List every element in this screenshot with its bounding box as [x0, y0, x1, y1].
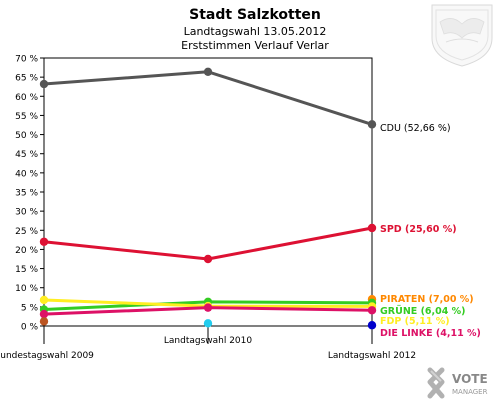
data-point-cdu — [367, 120, 377, 129]
series-label-spd: SPD (25,60 %) — [380, 224, 457, 235]
series-label-piraten: PIRATEN (7,00 %) — [380, 294, 474, 305]
series-label-gr-ne: GRÜNE (6,04 %) — [380, 306, 466, 317]
data-point-die-linke — [203, 303, 213, 312]
y-tick-label: 30 % — [15, 208, 38, 218]
data-point-cdu — [203, 67, 213, 76]
data-point-die-linke — [39, 309, 49, 319]
logo-text-vote: VOTE — [452, 372, 488, 386]
y-tick-label: 70 % — [15, 55, 38, 65]
x-tick-label: Landtagswahl 2010 — [164, 336, 253, 346]
chart-title: Stadt Salzkotten — [189, 7, 321, 23]
series-labels: CDU (52,66 %) SPD (25,60 %) PIRATEN (7,00 … — [380, 123, 481, 339]
series — [39, 67, 377, 330]
chart-subtitle-1: Landtagswahl 13.05.2012 — [184, 25, 327, 38]
y-tick-label: 65 % — [15, 74, 38, 84]
logo-text-manager: MANAGER — [452, 388, 488, 396]
axes: 0 % 5 % 10 % 15 % 20 % 25 % 30 % 35 % 40 % 45 % 50… — [0, 55, 416, 362]
y-tick-label: 55 % — [15, 112, 38, 122]
data-point-spd — [203, 254, 213, 264]
y-tick-label: 60 % — [15, 93, 38, 103]
coat-of-arms-icon — [431, 4, 493, 67]
data-point-sonstige-2010 — [203, 319, 213, 328]
chart-subtitle-2: Erststimmen Verlauf Verlar — [181, 39, 329, 52]
y-tick-label: 40 % — [15, 169, 38, 179]
y-tick-label: 45 % — [15, 150, 38, 160]
y-tick-label: 25 % — [15, 227, 38, 237]
y-tick-label: 5 % — [21, 303, 39, 313]
plot-area — [43, 57, 373, 327]
data-point-cdu — [39, 79, 49, 89]
series-label-cdu: CDU (52,66 %) — [380, 123, 451, 134]
x-tick-label: Bundestagswahl 2009 — [0, 351, 94, 361]
y-tick-label: 50 % — [15, 131, 38, 141]
data-point-spd — [39, 237, 49, 246]
data-point-fdp — [39, 295, 49, 305]
y-tick-label: 20 % — [15, 246, 38, 256]
series-label-die-linke: DIE LINKE (4,11 %) — [380, 328, 481, 339]
y-tick-label: 15 % — [15, 265, 38, 275]
data-point-sonstige-2009 — [39, 317, 49, 326]
data-point-sonstige-2012 — [367, 321, 377, 330]
x-tick-label: Landtagswahl 2012 — [328, 351, 416, 361]
votemanager-logo: VOTE MANAGER — [427, 367, 488, 399]
data-point-spd — [367, 223, 377, 233]
y-tick-label: 10 % — [15, 284, 38, 294]
logo-x-icon — [427, 367, 445, 399]
series-label-fdp: FDP (5,11 %) — [380, 316, 450, 327]
data-point-die-linke — [367, 306, 377, 315]
y-tick-label: 35 % — [15, 189, 38, 199]
y-tick-label: 0 % — [21, 323, 39, 333]
